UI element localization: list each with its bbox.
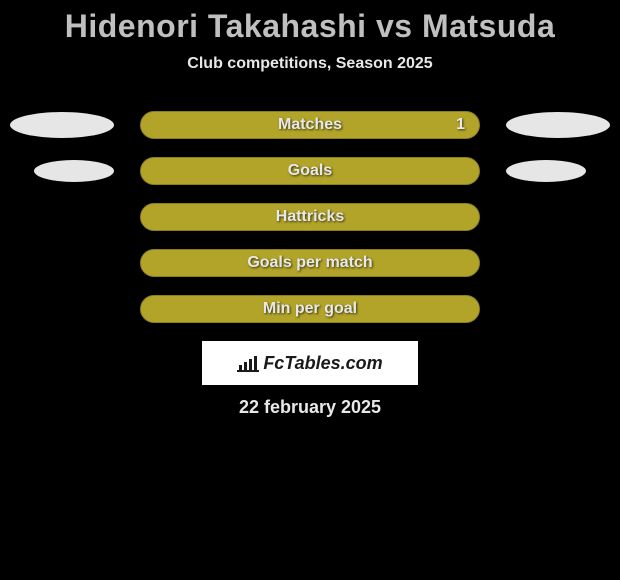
left-ellipse [10, 112, 114, 138]
stat-label: Matches [278, 116, 342, 134]
stat-bar: Hattricks [140, 203, 480, 231]
stat-row-matches: Matches 1 [0, 111, 620, 139]
stat-label: Goals [288, 162, 332, 180]
stat-value-right: 1 [456, 116, 465, 134]
stats-list: Matches 1 Goals Hattricks Goals per matc… [0, 111, 620, 323]
page-title: Hidenori Takahashi vs Matsuda [0, 8, 620, 45]
stat-bar: Goals per match [140, 249, 480, 277]
right-ellipse [506, 112, 610, 138]
left-ellipse [34, 160, 114, 182]
stat-label: Hattricks [276, 208, 344, 226]
logo-box: FcTables.com [202, 341, 418, 385]
date-label: 22 february 2025 [0, 397, 620, 418]
stat-bar: Goals [140, 157, 480, 185]
right-ellipse [506, 160, 586, 182]
stat-row-goals-per-match: Goals per match [0, 249, 620, 277]
bar-chart-icon [237, 354, 259, 372]
stat-row-goals: Goals [0, 157, 620, 185]
stat-label: Goals per match [247, 254, 372, 272]
stat-row-hattricks: Hattricks [0, 203, 620, 231]
stat-row-min-per-goal: Min per goal [0, 295, 620, 323]
stat-bar: Min per goal [140, 295, 480, 323]
stat-label: Min per goal [263, 300, 357, 318]
stat-bar: Matches 1 [140, 111, 480, 139]
logo-text: FcTables.com [263, 353, 382, 374]
subtitle: Club competitions, Season 2025 [0, 55, 620, 73]
logo: FcTables.com [237, 353, 382, 374]
comparison-infographic: Hidenori Takahashi vs Matsuda Club compe… [0, 0, 620, 418]
